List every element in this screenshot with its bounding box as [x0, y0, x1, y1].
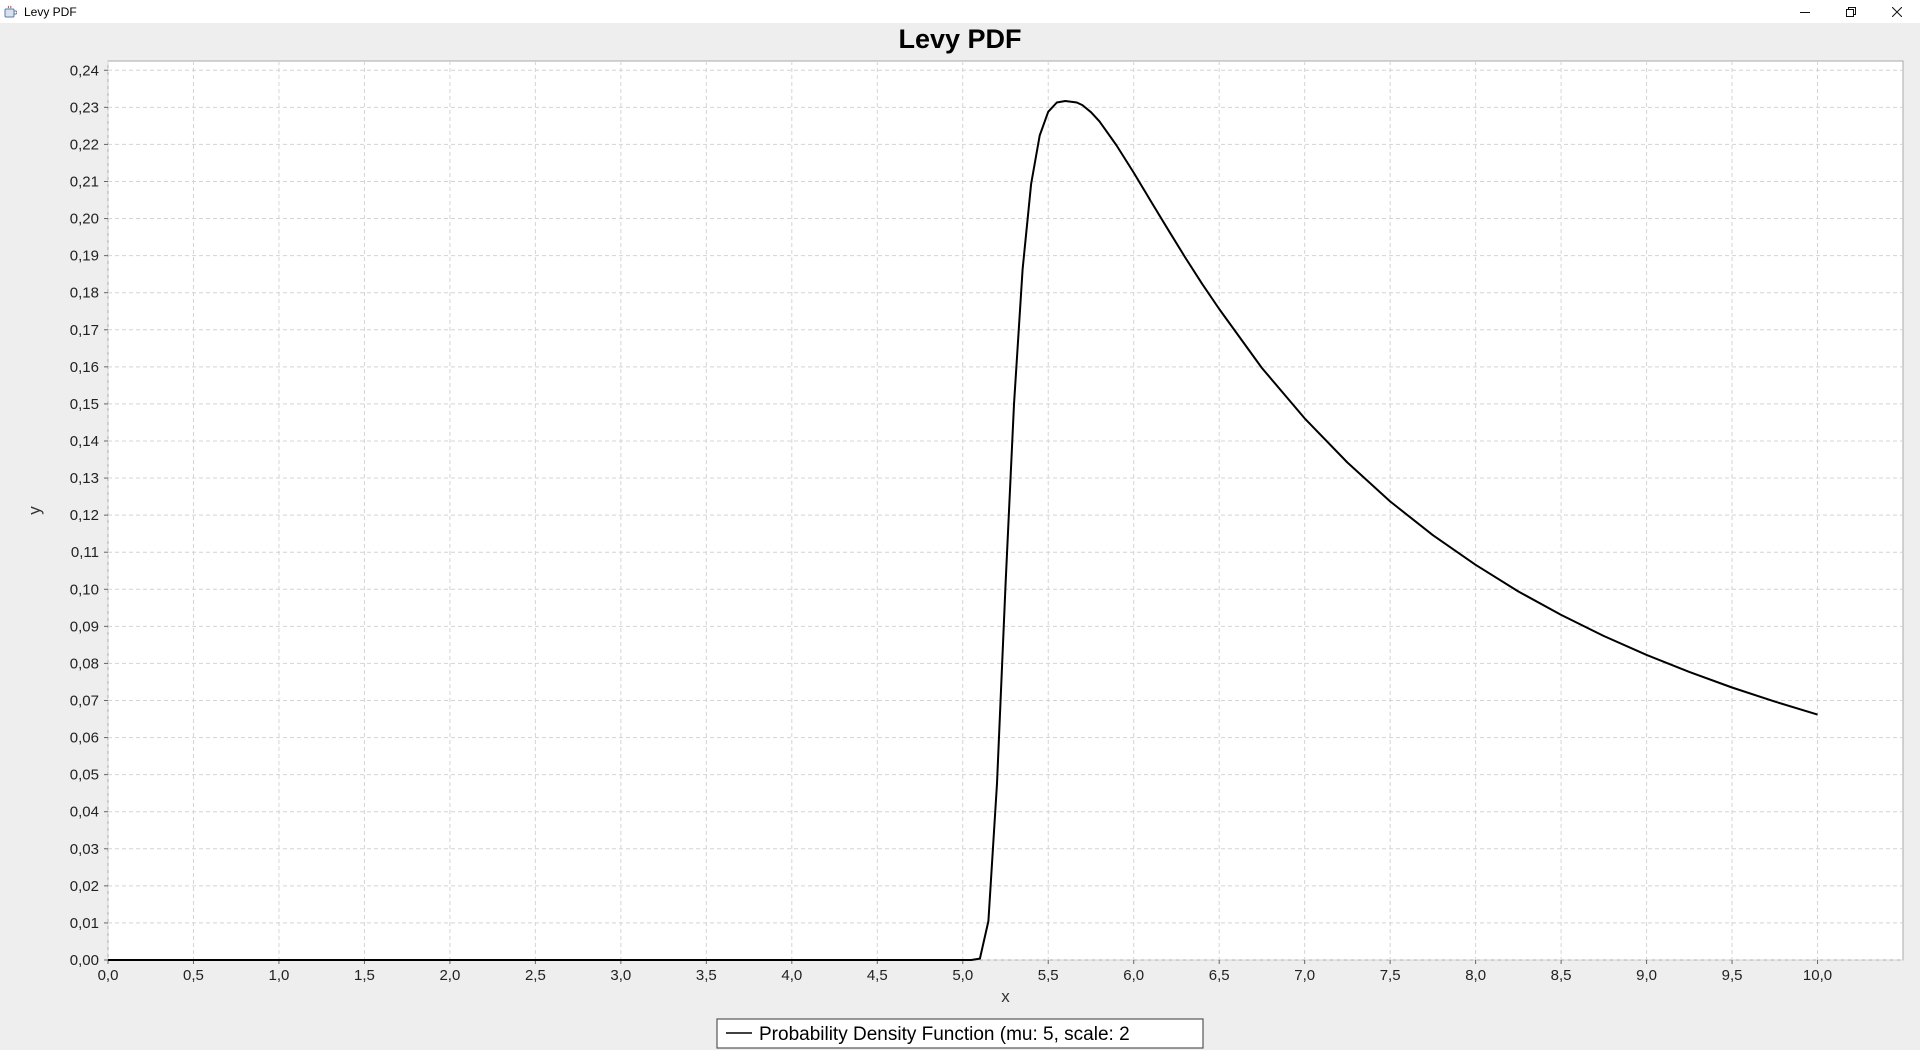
y-tick-label: 0,10 [70, 581, 99, 598]
legend: Probability Density Function (mu: 5, sca… [716, 1018, 1204, 1049]
x-tick-label: 7,0 [1294, 967, 1315, 984]
x-tick-label: 8,0 [1465, 967, 1486, 984]
grid-lines [107, 61, 1903, 961]
x-tick-label: 5,5 [1038, 967, 1059, 984]
x-tick-label: 9,5 [1722, 967, 1743, 984]
y-tick-label: 0,23 [70, 99, 99, 116]
x-tick-label: 10,0 [1803, 967, 1832, 984]
chart-title: Levy PDF [898, 24, 1021, 54]
x-tick-label: 1,5 [354, 967, 375, 984]
y-tick-label: 0,04 [70, 804, 99, 821]
restore-icon [1846, 6, 1856, 17]
x-tick-label: 3,0 [610, 967, 631, 984]
y-tick-label: 0,15 [70, 396, 99, 413]
y-tick-label: 0,12 [70, 507, 99, 524]
y-tick-label: 0,09 [70, 618, 99, 635]
y-tick-label: 0,19 [70, 248, 99, 265]
y-tick-label: 0,06 [70, 730, 99, 747]
x-tick-label: 0,5 [183, 967, 204, 984]
y-tick-label: 0,00 [70, 952, 99, 969]
y-axis-ticks: 0,00 0,01 0,02 0,03 0,04 0,05 0,06 0,07 0,08 0,09… [70, 62, 108, 969]
x-tick-label: 6,5 [1209, 967, 1230, 984]
y-tick-label: 0,03 [70, 841, 99, 858]
x-axis-label: x [1001, 987, 1010, 1006]
x-tick-label: 8,5 [1551, 967, 1572, 984]
x-tick-label: 2,5 [525, 967, 546, 984]
minimize-icon [1800, 11, 1810, 13]
y-tick-label: 0,02 [70, 878, 99, 895]
levy-pdf-chart: Levy PDF 0,0 0,5 1,0 1,5 2,0 2,5 3,0 3,5 4,0 4,5 5… [25, 24, 1904, 1049]
x-tick-label: 4,5 [867, 967, 888, 984]
y-tick-label: 0,16 [70, 359, 99, 376]
y-tick-label: 0,13 [70, 470, 99, 487]
y-axis-label: y [25, 506, 44, 515]
java-app-icon [3, 4, 18, 19]
y-tick-label: 0,07 [70, 692, 99, 709]
y-tick-label: 0,22 [70, 136, 99, 153]
y-tick-label: 0,08 [70, 655, 99, 672]
y-tick-label: 0,11 [71, 544, 99, 561]
x-tick-label: 7,5 [1380, 967, 1401, 984]
close-button[interactable] [1874, 0, 1920, 23]
x-axis-ticks: 0,0 0,5 1,0 1,5 2,0 2,5 3,0 3,5 4,0 4,5 5,0 5,5 6,0 6… [98, 960, 1832, 984]
y-tick-label: 0,20 [70, 211, 99, 228]
pdf-series-line [108, 100, 1818, 961]
x-tick-label: 6,0 [1123, 967, 1144, 984]
y-tick-label: 0,17 [70, 322, 99, 339]
window-title: Levy PDF [24, 4, 77, 19]
y-tick-label: 0,24 [70, 62, 99, 79]
x-tick-label: 1,0 [269, 967, 290, 984]
title-bar: Levy PDF [0, 0, 1920, 23]
x-tick-label: 9,0 [1636, 967, 1657, 984]
close-icon [1892, 6, 1902, 17]
y-tick-label: 0,21 [70, 173, 99, 190]
x-tick-label: 0,0 [98, 967, 119, 984]
x-tick-label: 3,5 [696, 967, 717, 984]
y-tick-label: 0,14 [70, 433, 99, 450]
y-tick-label: 0,05 [70, 767, 99, 784]
plot-area [107, 60, 1904, 961]
minimize-button[interactable] [1782, 0, 1828, 23]
restore-button[interactable] [1828, 0, 1874, 23]
legend-box [716, 1018, 1204, 1049]
x-tick-label: 4,0 [781, 967, 802, 984]
y-tick-label: 0,01 [70, 915, 99, 932]
x-tick-label: 5,0 [952, 967, 973, 984]
x-tick-label: 2,0 [439, 967, 460, 984]
legend-series-label: Probability Density Function (mu: 5, sca… [759, 1024, 1130, 1045]
y-tick-label: 0,18 [70, 285, 99, 302]
